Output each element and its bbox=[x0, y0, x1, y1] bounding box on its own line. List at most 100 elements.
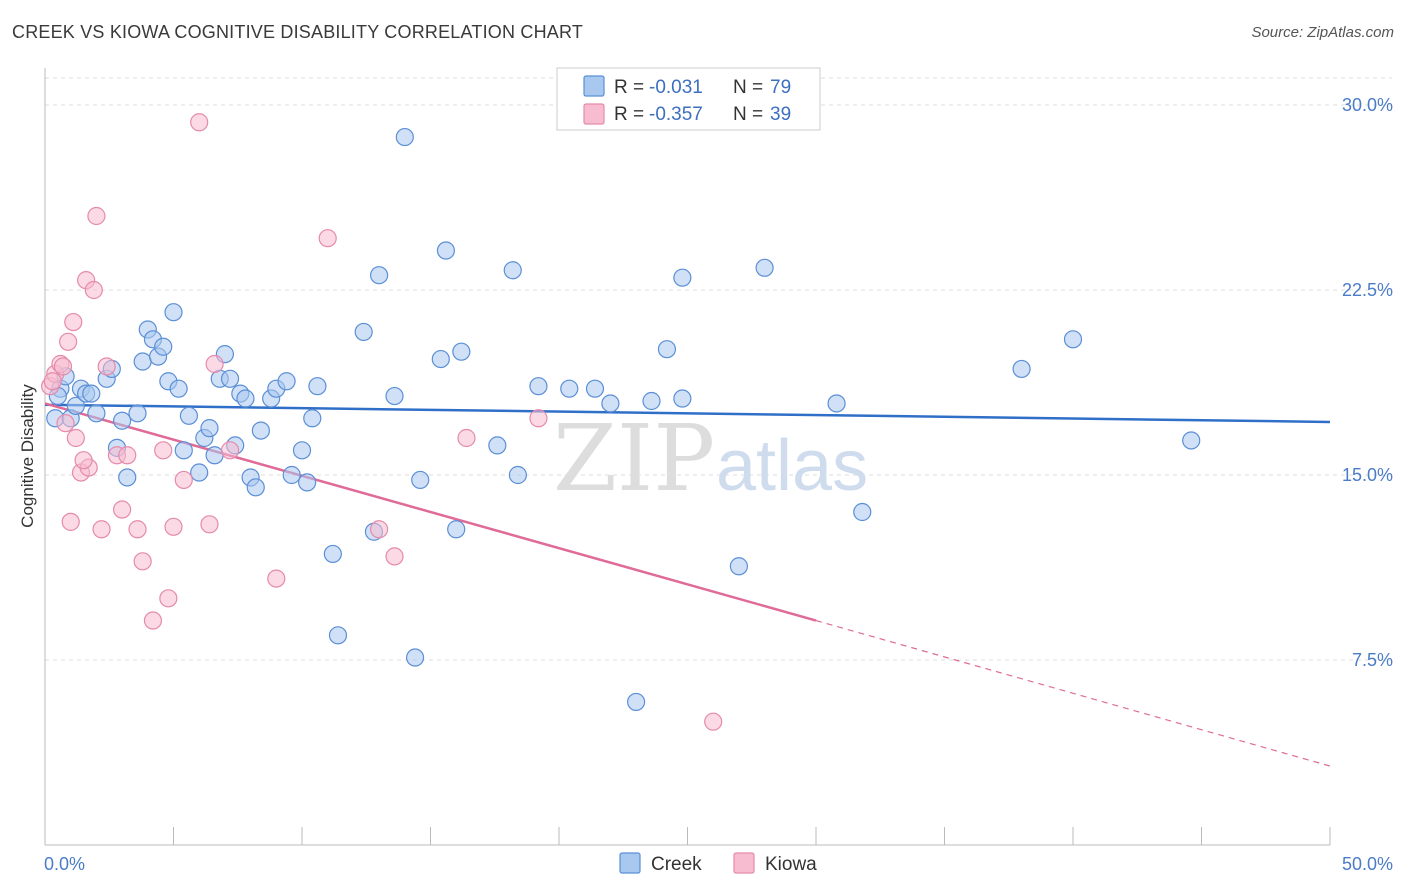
kiowa-point bbox=[385, 547, 404, 566]
creek-point bbox=[436, 241, 456, 260]
creek-point bbox=[118, 468, 137, 487]
kiowa-point bbox=[66, 428, 85, 448]
creek-point bbox=[277, 372, 296, 391]
kiowa-point bbox=[154, 441, 173, 460]
creek-point bbox=[601, 394, 620, 413]
creek-point bbox=[205, 446, 224, 465]
kiowa-point bbox=[370, 520, 389, 539]
creek-point bbox=[673, 268, 692, 287]
creek-point bbox=[179, 406, 199, 425]
legend-n-label-kiowa: N = bbox=[733, 104, 763, 125]
kiowa-trend-line bbox=[44, 402, 817, 622]
creek-point bbox=[323, 544, 342, 564]
kiowa-point bbox=[143, 611, 163, 630]
kiowa-point bbox=[220, 441, 240, 460]
kiowa-point bbox=[174, 470, 193, 490]
creek-point bbox=[585, 379, 605, 398]
creek-point bbox=[488, 436, 507, 455]
bottom-legend-swatch-creek bbox=[619, 852, 641, 874]
x-tick-label-max: 50.0% bbox=[1342, 854, 1393, 874]
kiowa-point bbox=[159, 589, 178, 608]
kiowa-point bbox=[56, 414, 75, 433]
kiowa-trend-extension bbox=[815, 619, 1331, 767]
creek-point bbox=[1182, 431, 1201, 450]
creek-point bbox=[82, 384, 101, 403]
creek-point bbox=[154, 337, 173, 356]
kiowa-point bbox=[267, 569, 286, 588]
creek-point bbox=[529, 377, 548, 396]
kiowa-point bbox=[43, 372, 62, 391]
legend: R = -0.031 N = 79 R = -0.357 N = 39 bbox=[556, 67, 821, 131]
watermark-zip: ZIP bbox=[553, 405, 715, 512]
creek-point bbox=[411, 470, 430, 490]
source-label: Source: ZipAtlas.com bbox=[1251, 24, 1394, 41]
kiowa-point bbox=[59, 332, 78, 351]
kiowa-point bbox=[133, 552, 152, 571]
kiowa-point bbox=[87, 206, 106, 226]
x-tick-label-min: 0.0% bbox=[44, 854, 85, 874]
creek-point bbox=[236, 389, 255, 408]
bottom-legend: Creek Kiowa bbox=[619, 852, 817, 875]
trend-lines bbox=[44, 402, 1331, 767]
creek-point bbox=[66, 396, 85, 416]
creek-point bbox=[395, 127, 414, 147]
creek-point bbox=[174, 441, 193, 460]
kiowa-point bbox=[97, 357, 116, 376]
creek-point bbox=[385, 386, 404, 406]
creek-point bbox=[128, 404, 147, 423]
kiowa-point bbox=[64, 312, 83, 332]
legend-r-label-kiowa: R = bbox=[614, 104, 644, 125]
creek-point bbox=[220, 369, 240, 388]
creek-point bbox=[292, 441, 312, 460]
watermark: ZIP atlas bbox=[553, 405, 868, 512]
kiowa-point bbox=[92, 520, 111, 539]
y-tick-label: 15.0% bbox=[1342, 465, 1393, 485]
kiowa-point bbox=[118, 446, 137, 465]
kiowa-point bbox=[200, 515, 219, 534]
y-tick-label: 22.5% bbox=[1342, 280, 1393, 300]
bottom-legend-label-creek: Creek bbox=[651, 854, 702, 875]
creek-point bbox=[1063, 330, 1083, 349]
legend-r-label-creek: R = bbox=[614, 77, 644, 98]
creek-point bbox=[827, 394, 846, 413]
creek-point bbox=[853, 502, 872, 522]
creek-point bbox=[87, 404, 106, 423]
creek-point bbox=[642, 391, 661, 411]
legend-swatch-creek bbox=[583, 75, 605, 97]
kiowa-point bbox=[529, 409, 548, 428]
y-tick-labels: 7.5% 15.0% 22.5% 30.0% bbox=[1342, 95, 1393, 670]
creek-point bbox=[169, 379, 188, 398]
kiowa-point bbox=[61, 512, 80, 531]
kiowa-point bbox=[457, 428, 476, 448]
kiowa-point bbox=[318, 229, 337, 248]
creek-point bbox=[657, 340, 677, 359]
kiowa-point bbox=[190, 113, 209, 132]
creek-point bbox=[164, 303, 183, 322]
y-axis-title: Cognitive Disability bbox=[18, 384, 37, 528]
creek-point bbox=[246, 478, 265, 497]
legend-n-value-kiowa: 39 bbox=[770, 104, 791, 125]
creek-point bbox=[112, 411, 132, 430]
kiowa-point bbox=[128, 520, 147, 539]
legend-n-value-creek: 79 bbox=[770, 77, 791, 98]
creek-point bbox=[328, 626, 348, 645]
kiowa-point bbox=[53, 357, 73, 376]
x-ticks bbox=[44, 827, 1331, 845]
creek-point bbox=[190, 463, 209, 482]
kiowa-point bbox=[84, 280, 103, 300]
creek-point bbox=[626, 692, 646, 712]
creek-point bbox=[447, 520, 466, 539]
legend-n-label-creek: N = bbox=[733, 77, 763, 98]
creek-point bbox=[303, 409, 322, 428]
creek-point bbox=[251, 421, 270, 440]
creek-point bbox=[431, 349, 450, 369]
gridlines bbox=[45, 77, 1392, 661]
creek-point bbox=[200, 419, 219, 438]
kiowa-point bbox=[112, 500, 132, 519]
y-tick-label: 30.0% bbox=[1342, 95, 1393, 115]
creek-point bbox=[298, 473, 317, 492]
creek-point bbox=[354, 322, 373, 342]
creek-point bbox=[729, 557, 749, 576]
creek-point bbox=[503, 261, 522, 280]
